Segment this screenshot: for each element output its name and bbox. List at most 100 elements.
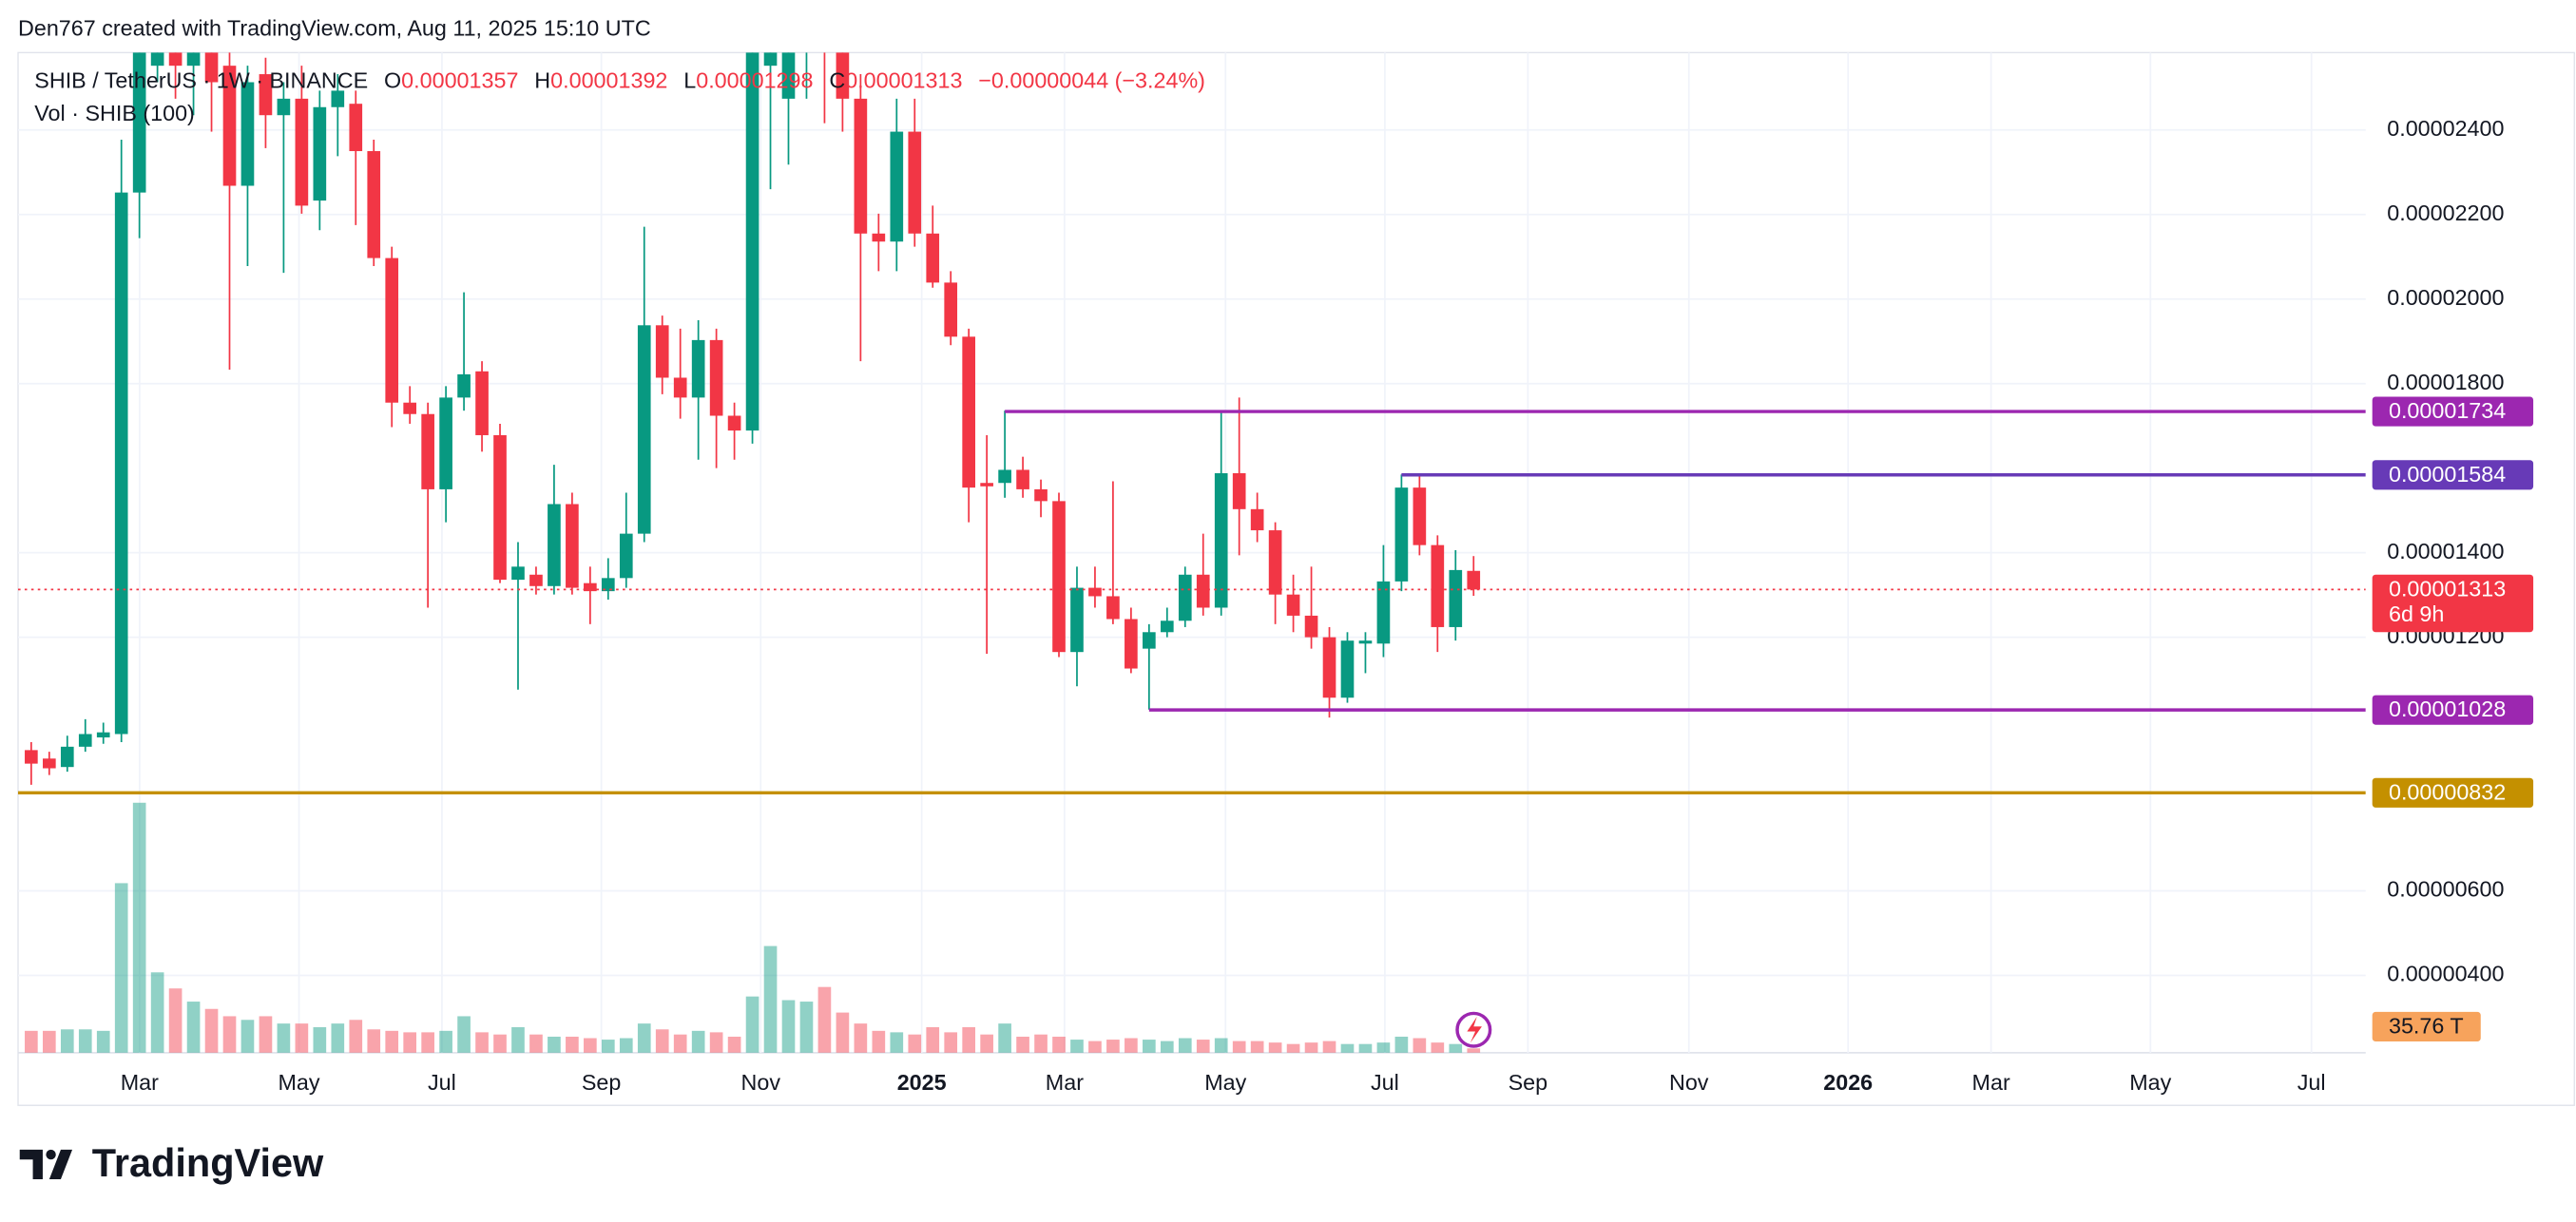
candle-body — [1070, 587, 1084, 653]
candle-body — [1143, 632, 1156, 649]
candle-body — [25, 750, 38, 764]
volume-bar — [204, 1008, 219, 1053]
volume-bar — [1125, 1038, 1138, 1053]
candle-body — [529, 574, 543, 586]
axes: 0.00002400 0.00002200 0.00002000 0.00001800… — [121, 116, 2534, 1095]
candle-body — [403, 402, 417, 414]
volume-bar — [799, 1002, 814, 1053]
candle-body — [259, 74, 273, 116]
volume-bar — [619, 1038, 633, 1053]
volume-bar — [854, 1023, 868, 1053]
candle-body — [1376, 581, 1391, 644]
candle-body — [1052, 501, 1066, 653]
volume-bar — [691, 1030, 705, 1053]
volume-bar — [421, 1032, 434, 1053]
candle-body — [168, 52, 183, 67]
volume-bar — [277, 1023, 291, 1053]
volume-bar — [944, 1032, 958, 1053]
candle-body — [1196, 574, 1210, 608]
volume-bar — [1413, 1038, 1427, 1053]
volume-bar — [1106, 1040, 1120, 1053]
candle-body — [439, 397, 452, 489]
ohlc-key: O — [384, 68, 401, 93]
volume-bar — [926, 1026, 940, 1053]
candle-body — [1449, 569, 1463, 627]
volume-bar — [1196, 1040, 1210, 1053]
x-tick-label: May — [278, 1070, 319, 1095]
candle-body — [313, 106, 327, 201]
candle-body — [691, 339, 705, 398]
candle-body — [1304, 615, 1318, 638]
candle-body — [1394, 487, 1409, 582]
candle-body — [1413, 487, 1427, 545]
volume-bar — [186, 1002, 201, 1053]
candle-body — [1160, 621, 1174, 633]
candle-body — [745, 52, 759, 431]
candle-body — [1016, 469, 1029, 489]
y-tick-label: 0.00002200 — [2387, 200, 2504, 225]
x-tick-label: Nov — [741, 1070, 781, 1095]
volume-bar — [240, 1020, 255, 1053]
x-tick-label: Mar — [121, 1070, 159, 1095]
volume-bar — [259, 1016, 273, 1053]
volume-bar — [1268, 1042, 1282, 1053]
last-price-label: 0.00001313 — [2389, 576, 2506, 601]
candle-body — [132, 52, 146, 193]
level-label-bg — [2372, 396, 2534, 427]
volume-bar — [1016, 1036, 1029, 1053]
candle-body — [872, 233, 886, 242]
candle-body — [1358, 640, 1373, 644]
candle-body — [349, 104, 363, 152]
y-tick-label: 0.00000400 — [2387, 962, 2504, 986]
volume-bar — [1376, 1042, 1391, 1053]
candle-body — [548, 504, 561, 586]
volume-bar — [890, 1032, 904, 1053]
ohlc-value: 0.00001298 — [696, 68, 813, 93]
volume-bar — [566, 1036, 579, 1053]
volume-bar — [385, 1030, 399, 1053]
candle-body — [962, 336, 975, 488]
ohlc-key: H — [534, 68, 550, 93]
volume-bar — [637, 1023, 651, 1053]
x-tick-label: Nov — [1669, 1070, 1709, 1095]
candle-body — [222, 66, 237, 186]
volume-bar — [457, 1016, 471, 1053]
volume-bar — [1358, 1043, 1373, 1053]
volume-ma-bg — [2372, 1011, 2481, 1041]
volume-bar — [1034, 1034, 1048, 1053]
candle-body — [998, 469, 1011, 484]
candle-body — [150, 52, 164, 67]
volume-bar — [727, 1036, 741, 1053]
volume-legend: Vol · SHIB (100) — [34, 101, 195, 125]
candle-body — [1178, 574, 1192, 621]
volume-bar — [1431, 1042, 1445, 1053]
y-tick-label: 0.00002400 — [2387, 116, 2504, 141]
level-label-bg — [2372, 777, 2534, 808]
volume-bar — [475, 1032, 489, 1053]
candle-body — [1250, 508, 1264, 531]
candle-body — [1286, 594, 1300, 616]
ohlc-key: C — [829, 68, 845, 93]
volume-bar — [1178, 1038, 1192, 1053]
ohlc-value: 0.00001313 — [845, 68, 962, 93]
volume-bar — [25, 1030, 38, 1053]
volume-bar — [548, 1036, 561, 1053]
volume-bar — [439, 1030, 452, 1053]
volume-bar — [1052, 1036, 1066, 1053]
candle-body — [493, 434, 507, 581]
candle-body — [421, 413, 434, 489]
volume-bar — [601, 1040, 615, 1053]
x-tick-label: Sep — [582, 1070, 622, 1095]
volume-bar — [222, 1016, 237, 1053]
candle-body — [1232, 473, 1246, 509]
candle-body — [114, 192, 128, 735]
candle-body — [980, 483, 993, 487]
candle-body — [800, 41, 814, 49]
candle-body — [1034, 488, 1048, 502]
volume-bar — [1143, 1040, 1156, 1053]
grid — [18, 52, 2366, 1053]
volume-bar — [781, 1000, 796, 1053]
volume-bar — [1070, 1040, 1084, 1053]
volume-bar — [1340, 1043, 1355, 1053]
